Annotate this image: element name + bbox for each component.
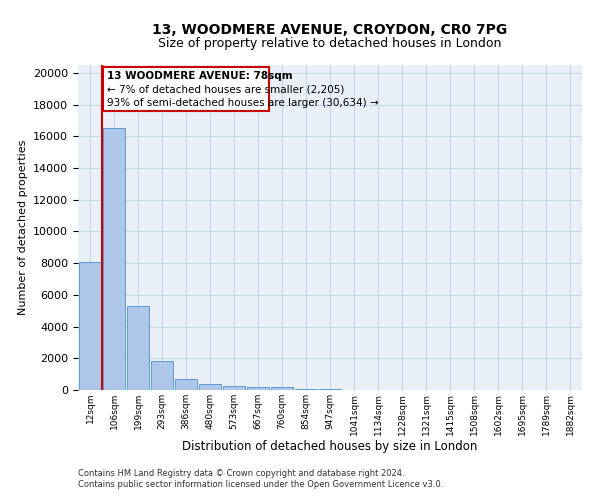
Bar (103, 128, 125, 390)
Bar (151, 360, 173, 390)
Text: Contains HM Land Registry data © Crown copyright and database right 2024.: Contains HM Land Registry data © Crown c… (78, 468, 404, 477)
Bar (223, 386, 245, 390)
Bar (127, 306, 149, 390)
X-axis label: Distribution of detached houses by size in London: Distribution of detached houses by size … (182, 440, 478, 454)
Text: Contains public sector information licensed under the Open Government Licence v3: Contains public sector information licen… (78, 480, 443, 489)
Bar (79, 262, 101, 390)
Bar (295, 388, 317, 390)
Bar (175, 379, 197, 390)
Bar (271, 388, 293, 390)
Text: 13 WOODMERE AVENUE: 78sqm: 13 WOODMERE AVENUE: 78sqm (107, 71, 292, 81)
Text: 13, WOODMERE AVENUE, CROYDON, CR0 7PG: 13, WOODMERE AVENUE, CROYDON, CR0 7PG (152, 22, 508, 36)
Bar (247, 387, 269, 390)
Bar (199, 384, 221, 390)
Bar (319, 389, 341, 390)
Text: ← 7% of detached houses are smaller (2,205): ← 7% of detached houses are smaller (2,2… (107, 85, 344, 95)
Text: 93% of semi-detached houses are larger (30,634) →: 93% of semi-detached houses are larger (… (107, 98, 379, 108)
Text: Size of property relative to detached houses in London: Size of property relative to detached ho… (158, 38, 502, 51)
Y-axis label: Number of detached properties: Number of detached properties (17, 140, 28, 315)
FancyBboxPatch shape (103, 66, 269, 111)
